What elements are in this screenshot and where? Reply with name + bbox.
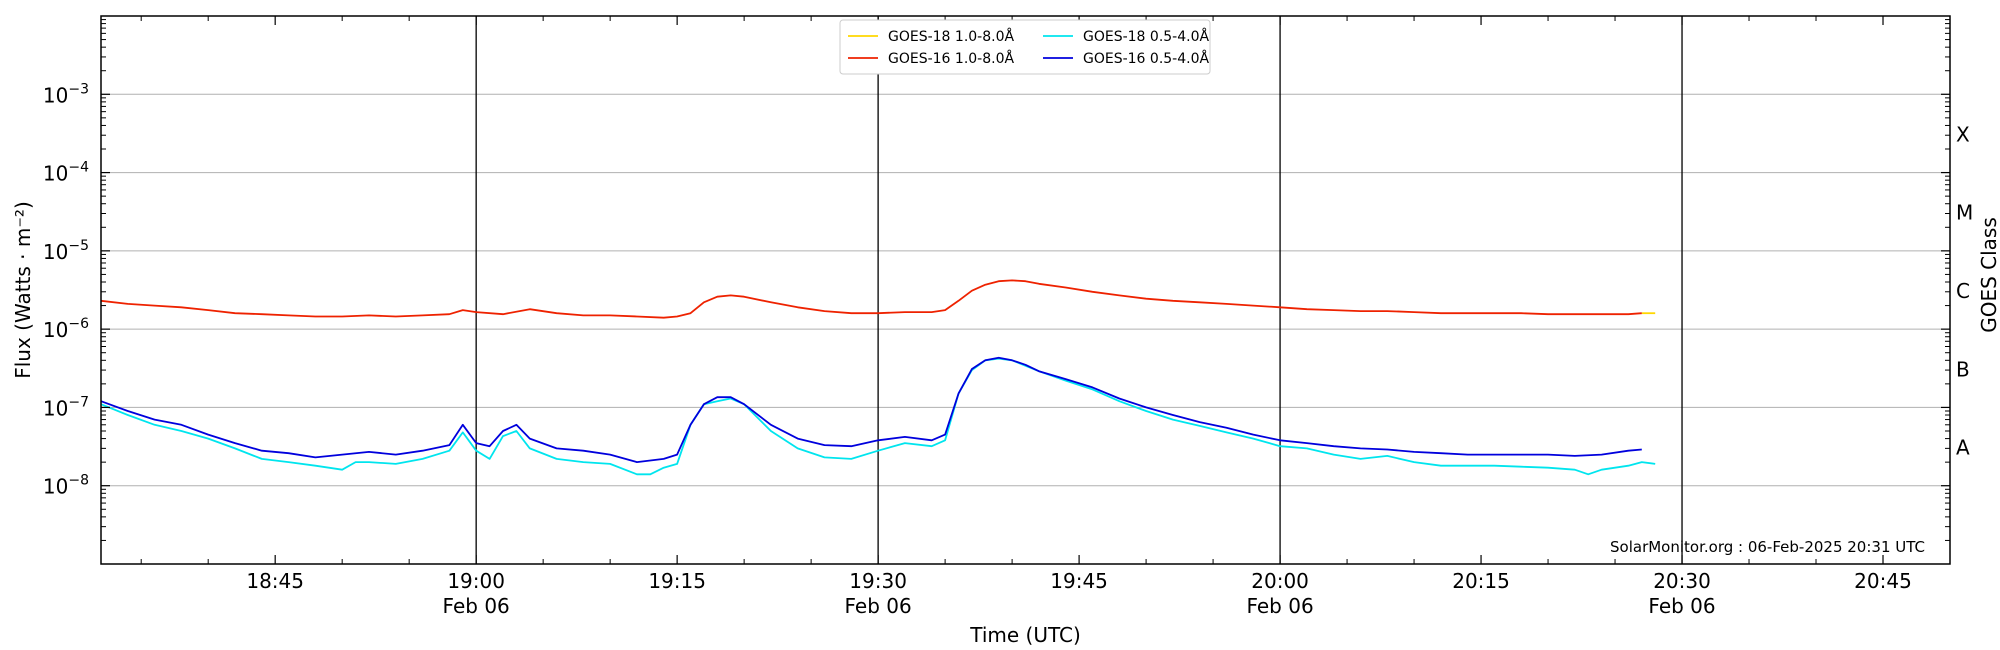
legend-label-2: GOES-16 1.0-8.0Å [888,50,1014,67]
legend: GOES-18 1.0-8.0Å GOES-18 0.5-4.0Å GOES-16 … [839,19,1211,75]
y-tick-label: 10−6 [43,316,89,342]
x-tick-label: 20:15 [1452,569,1510,593]
series-line-3 [100,357,1656,476]
legend-box [839,19,1211,75]
credit-text: SolarMonitor.org : 06-Feb-2025 20:31 UTC [1610,538,1925,556]
x-tick-label: 20:00 [1251,569,1309,593]
goes-class-label: X [1956,122,1970,146]
goes-class-label: A [1956,436,1970,460]
x-tick-label: 19:45 [1050,569,1108,593]
x-tick-label: 20:30 [1653,569,1711,593]
goes-class-label: M [1956,201,1973,225]
x-tick-label: 19:00 [447,569,505,593]
y-tick-label: 10−3 [43,81,89,107]
x-tick-sublabel: Feb 06 [1246,594,1313,618]
y-tick-label: 10−5 [43,238,89,264]
goes-class-label: B [1956,357,1970,381]
series-line-2 [100,279,1642,319]
y-tick-label: 10−8 [43,473,89,499]
x-tick-sublabel: Feb 06 [1648,594,1715,618]
plot-frame [100,15,1951,565]
series-line-4 [100,356,1642,464]
legend-label-4: GOES-16 0.5-4.0Å [1083,50,1209,67]
y-tick-label: 10−7 [43,394,89,420]
y-tick-label: 10−4 [43,160,89,186]
x-tick-sublabel: Feb 06 [443,594,510,618]
y-axis-title: Flux (Watts · m⁻²) [11,201,35,379]
series-layer [100,279,1656,476]
x-axis-title: Time (UTC) [969,623,1081,647]
y2-axis-title: GOES Class [1977,217,2000,333]
x-tick-label: 20:45 [1854,569,1912,593]
x-tick-label: 19:15 [648,569,706,593]
x-tick-sublabel: Feb 06 [845,594,912,618]
legend-label-3: GOES-18 0.5-4.0Å [1083,28,1209,45]
x-tick-label: 18:45 [246,569,304,593]
legend-label-1: GOES-18 1.0-8.0Å [888,28,1014,45]
grid-layer [101,16,1950,564]
goes-class-label: C [1956,279,1970,303]
x-tick-label: 19:30 [849,569,907,593]
